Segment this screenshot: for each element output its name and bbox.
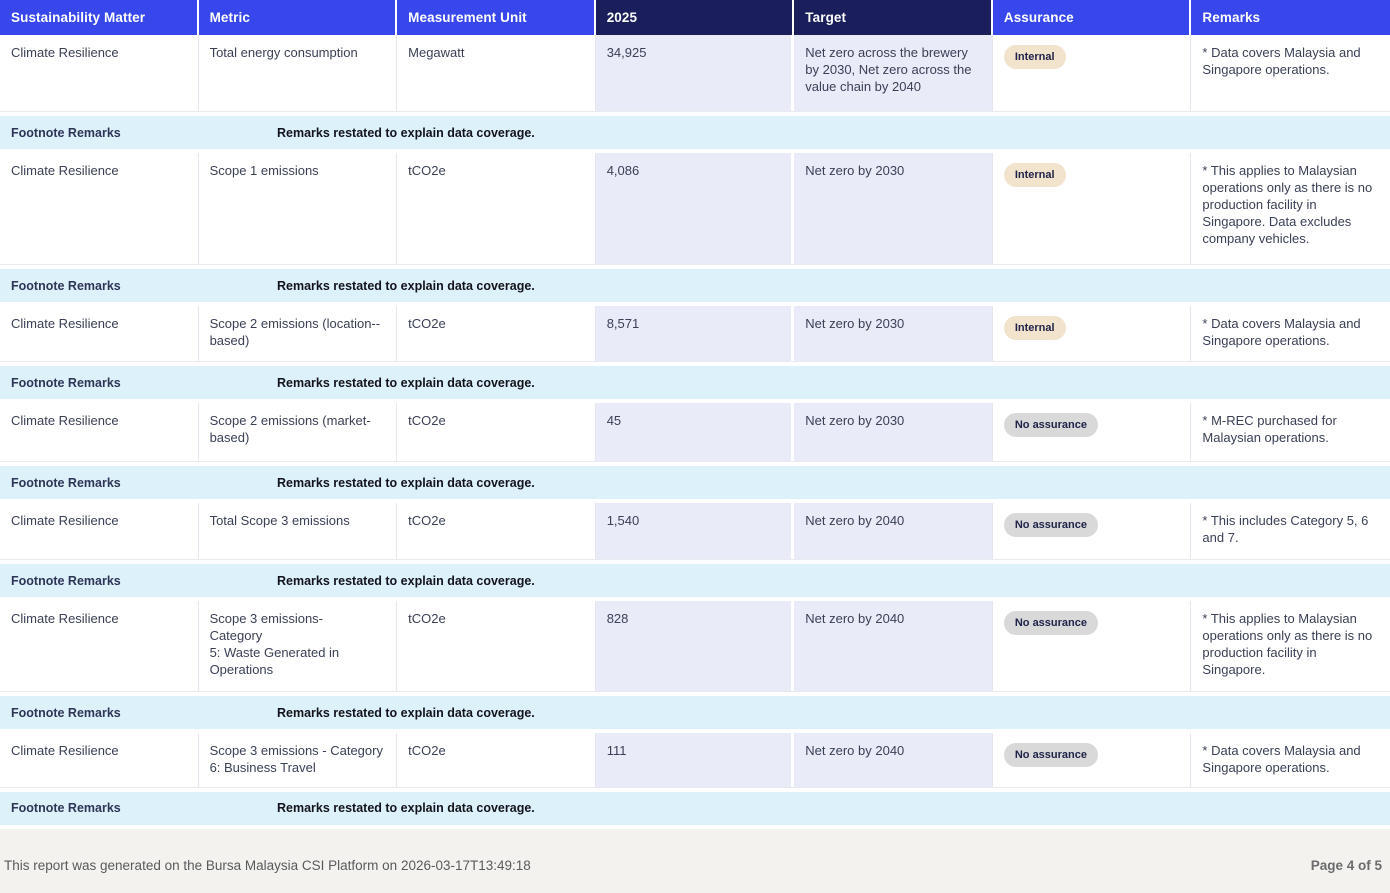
cell-assurance: Internal (993, 153, 1192, 264)
cell-sustainability-matter: Climate Resilience (0, 35, 199, 111)
cell-measurement-unit: tCO2e (397, 601, 596, 691)
footer-page-indicator: Page 4 of 5 (1310, 858, 1382, 874)
cell-assurance: Internal (993, 306, 1192, 361)
cell-measurement-unit: tCO2e (397, 153, 596, 264)
cell-metric: Total Scope 3 emissions (199, 503, 398, 559)
footnote-text: Remarks restated to explain data coverag… (277, 573, 535, 588)
footnote-text: Remarks restated to explain data coverag… (277, 375, 535, 390)
footnote-text: Remarks restated to explain data coverag… (277, 801, 535, 816)
table-header: Sustainability Matter Metric Measurement U… (0, 0, 1390, 35)
sustainability-table: Sustainability Matter Metric Measurement U… (0, 0, 1390, 825)
footnote-row: Footnote Remarks Remarks restated to expl… (0, 269, 1390, 302)
cell-assurance: No assurance (993, 503, 1192, 559)
footnote-row: Footnote Remarks Remarks restated to expl… (0, 116, 1390, 149)
cell-remarks: * Data covers Malaysia and Singapore ope… (1202, 45, 1361, 77)
cell-measurement-unit: tCO2e (397, 403, 596, 461)
table-row: Climate Resilience Scope 3 emissions- Cat… (0, 601, 1390, 692)
table-row: Climate Resilience Total Scope 3 emission… (0, 503, 1390, 560)
table-row: Climate Resilience Scope 2 emissions (mar… (0, 403, 1390, 462)
footer-generated-text: This report was generated on the Bursa M… (4, 858, 531, 874)
cell-measurement-unit: tCO2e (397, 503, 596, 559)
assurance-badge: Internal (1003, 45, 1066, 70)
column-header-sustainability-matter: Sustainability Matter (0, 0, 199, 35)
cell-assurance: No assurance (993, 403, 1192, 461)
cell-sustainability-matter: Climate Resilience (0, 733, 199, 787)
cell-target: Net zero by 2040 (794, 733, 993, 787)
footnote-label: Footnote Remarks (11, 278, 121, 293)
footnote-label: Footnote Remarks (11, 705, 121, 720)
cell-sustainability-matter: Climate Resilience (0, 503, 199, 559)
table-row: Climate Resilience Scope 2 emissions (loc… (0, 306, 1390, 362)
footnote-label: Footnote Remarks (11, 801, 121, 816)
cell-2025-value: 34,925 (595, 35, 795, 111)
footnote-row: Footnote Remarks Remarks restated to expl… (0, 466, 1390, 499)
footnote-row: Footnote Remarks Remarks restated to expl… (0, 564, 1390, 597)
assurance-badge: No assurance (1003, 413, 1098, 438)
cell-target: Net zero by 2040 (794, 601, 993, 691)
footnote-row: Footnote Remarks Remarks restated to expl… (0, 366, 1390, 399)
footnote-row: Footnote Remarks Remarks restated to expl… (0, 791, 1390, 825)
column-header-assurance: Assurance (992, 0, 1192, 35)
cell-metric: Scope 2 emissions (location--based) (199, 306, 398, 361)
cell-assurance: Internal (993, 35, 1192, 111)
footnote-text: Remarks restated to explain data coverag… (277, 705, 535, 720)
cell-assurance: No assurance (993, 733, 1192, 787)
cell-2025-value: 4,086 (595, 153, 795, 264)
cell-metric: Scope 2 emissions (market-based) (199, 403, 398, 461)
cell-2025-value: 1,540 (595, 503, 795, 559)
cell-sustainability-matter: Climate Resilience (0, 153, 199, 264)
footnote-label: Footnote Remarks (11, 475, 121, 490)
assurance-badge: Internal (1003, 163, 1066, 188)
footnote-text: Remarks restated to explain data coverag… (277, 278, 535, 293)
cell-target: Net zero by 2030 (794, 306, 993, 361)
cell-assurance: No assurance (993, 601, 1192, 691)
cell-metric: Scope 1 emissions (199, 153, 398, 264)
footnote-text: Remarks restated to explain data coverag… (277, 125, 535, 140)
cell-2025-value: 828 (595, 601, 795, 691)
cell-remarks: * Data covers Malaysia and Singapore ope… (1202, 316, 1361, 348)
footnote-label: Footnote Remarks (11, 573, 121, 588)
column-header-remarks: Remarks (1191, 0, 1390, 35)
table-body: Climate Resilience Total energy consumpti… (0, 35, 1390, 825)
footnote-label: Footnote Remarks (11, 125, 121, 140)
cell-remarks: * This includes Category 5, 6 and 7. (1202, 513, 1369, 545)
cell-2025-value: 8,571 (595, 306, 795, 361)
column-header-metric: Metric (198, 0, 398, 35)
assurance-badge: Internal (1003, 316, 1066, 341)
cell-target: Net zero by 2030 (794, 153, 993, 264)
assurance-badge: No assurance (1003, 513, 1098, 538)
cell-2025-value: 111 (595, 733, 795, 787)
table-row: Climate Resilience Scope 3 emissions - Ca… (0, 733, 1390, 788)
cell-measurement-unit: tCO2e (397, 733, 596, 787)
cell-2025-value: 45 (595, 403, 795, 461)
cell-metric: Scope 3 emissions - Category 6: Business… (199, 733, 398, 787)
cell-sustainability-matter: Climate Resilience (0, 306, 199, 361)
cell-measurement-unit: Megawatt (397, 35, 596, 111)
cell-target: Net zero by 2040 (794, 503, 993, 559)
cell-remarks: * M-REC purchased for Malaysian operatio… (1202, 413, 1337, 445)
cell-sustainability-matter: Climate Resilience (0, 601, 199, 691)
cell-target: Net zero by 2030 (794, 403, 993, 461)
column-header-measurement-unit: Measurement Unit (397, 0, 596, 35)
cell-remarks: * Data covers Malaysia and Singapore ope… (1202, 743, 1361, 775)
assurance-badge: No assurance (1003, 611, 1098, 636)
cell-target: Net zero across the brewery by 2030, Net… (794, 35, 993, 111)
column-header-target: Target (794, 0, 993, 35)
cell-sustainability-matter: Climate Resilience (0, 403, 199, 461)
footnote-text: Remarks restated to explain data coverag… (277, 475, 535, 490)
cell-remarks: * This applies to Malaysian operations o… (1202, 611, 1373, 677)
assurance-badge: No assurance (1003, 743, 1098, 768)
column-header-2025: 2025 (595, 0, 795, 35)
cell-remarks: * This applies to Malaysian operations o… (1202, 163, 1373, 246)
footnote-label: Footnote Remarks (11, 375, 121, 390)
cell-metric: Scope 3 emissions- Category 5: Waste Gen… (199, 601, 398, 691)
report-footer: This report was generated on the Bursa M… (0, 828, 1390, 893)
table-row: Climate Resilience Total energy consumpti… (0, 35, 1390, 112)
footnote-row: Footnote Remarks Remarks restated to expl… (0, 696, 1390, 729)
table-row: Climate Resilience Scope 1 emissions tCO2e… (0, 153, 1390, 265)
cell-metric: Total energy consumption (199, 35, 398, 111)
cell-measurement-unit: tCO2e (397, 306, 596, 361)
